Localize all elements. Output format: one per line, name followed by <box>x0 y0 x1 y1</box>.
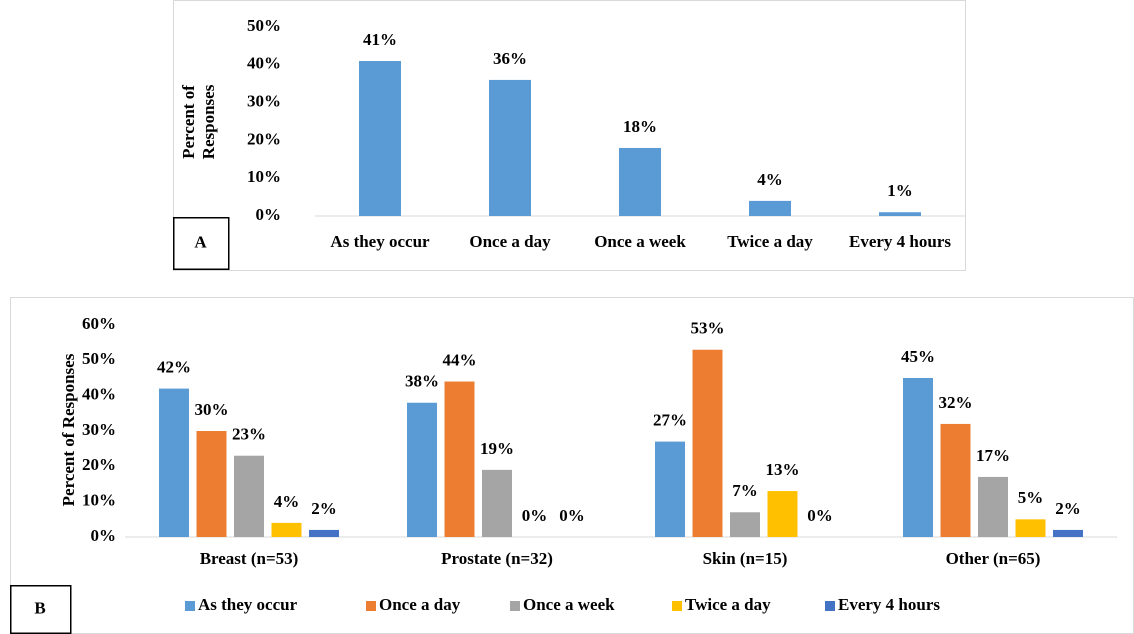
y-tick-label: 30% <box>82 420 116 439</box>
y-axis-title: Responses <box>199 84 218 159</box>
bar <box>159 388 189 537</box>
data-label: 0% <box>807 506 833 525</box>
bar <box>879 212 921 216</box>
y-tick-label: 0% <box>256 205 282 224</box>
bar <box>767 491 798 537</box>
legend-label: Twice a day <box>685 595 771 614</box>
bar <box>196 431 227 537</box>
data-label: 27% <box>653 411 687 430</box>
data-label: 19% <box>480 439 514 458</box>
y-tick-label: 20% <box>82 455 116 474</box>
legend-label: As they occur <box>198 595 298 614</box>
x-tick-label: Other (n=65) <box>946 549 1041 568</box>
panel-box <box>10 585 72 634</box>
bar <box>359 61 401 216</box>
y-tick-label: 60% <box>82 314 116 333</box>
bar <box>978 476 1008 537</box>
data-label: 42% <box>157 358 191 377</box>
data-label: 1% <box>887 181 913 200</box>
data-label: 30% <box>195 400 229 419</box>
bar <box>655 441 685 537</box>
bar <box>749 200 791 216</box>
y-tick-label: 20% <box>247 129 281 148</box>
data-label: 0% <box>559 506 585 525</box>
data-label: 38% <box>405 372 439 391</box>
data-label: 18% <box>623 117 657 136</box>
y-axis-title: Percent of <box>179 85 198 159</box>
y-tick-label: 10% <box>247 167 281 186</box>
data-label: 17% <box>976 446 1010 465</box>
x-tick-label: Breast (n=53) <box>200 549 299 568</box>
legend-label: Every 4 hours <box>838 595 940 614</box>
legend-swatch <box>185 601 195 611</box>
data-label: 44% <box>443 350 477 369</box>
bar <box>482 469 512 537</box>
y-tick-label: 40% <box>82 385 116 404</box>
x-tick-label: Prostate (n=32) <box>441 549 553 568</box>
legend-swatch <box>366 601 376 611</box>
x-tick-label: Once a week <box>594 232 686 251</box>
y-tick-label: 10% <box>82 491 116 510</box>
frame-a <box>173 0 966 271</box>
y-tick-label: 40% <box>247 54 281 73</box>
panel-label: A <box>194 232 207 251</box>
x-tick-label: Skin (n=15) <box>703 549 788 568</box>
y-axis-title: Percent of Responses <box>59 353 78 506</box>
bar <box>407 402 437 537</box>
data-label: 7% <box>732 481 758 500</box>
x-tick-label: As they occur <box>330 232 430 251</box>
data-label: 23% <box>232 425 266 444</box>
y-tick-label: 30% <box>247 92 281 111</box>
bar <box>1053 529 1083 537</box>
bar <box>940 423 971 537</box>
data-label: 2% <box>1055 499 1081 518</box>
data-label: 32% <box>939 393 973 412</box>
data-label: 2% <box>311 499 337 518</box>
x-tick-label: Once a day <box>469 232 551 251</box>
data-label: 53% <box>691 319 725 338</box>
x-tick-label: Every 4 hours <box>849 232 951 251</box>
bar <box>234 455 264 537</box>
bar <box>271 522 302 537</box>
legend-swatch <box>825 601 835 611</box>
data-label: 4% <box>757 170 783 189</box>
bar <box>444 381 475 537</box>
bar <box>309 529 339 537</box>
panel-box <box>173 217 230 270</box>
y-tick-label: 50% <box>82 349 116 368</box>
panel-label: B <box>34 598 45 617</box>
legend-swatch <box>510 601 520 611</box>
data-label: 4% <box>274 492 300 511</box>
bar <box>1015 519 1046 537</box>
y-tick-label: 50% <box>247 16 281 35</box>
bar <box>692 349 723 537</box>
data-label: 0% <box>522 506 548 525</box>
data-label: 45% <box>901 347 935 366</box>
legend-label: Once a week <box>523 595 615 614</box>
legend-label: Once a day <box>379 595 461 614</box>
bar <box>730 512 760 537</box>
bar <box>903 378 933 537</box>
data-label: 36% <box>493 49 527 68</box>
legend-swatch <box>672 601 682 611</box>
data-label: 13% <box>766 460 800 479</box>
data-label: 41% <box>363 30 397 49</box>
bar <box>619 147 661 216</box>
data-label: 5% <box>1018 488 1044 507</box>
bar <box>489 79 531 216</box>
x-tick-label: Twice a day <box>727 232 813 251</box>
y-tick-label: 0% <box>91 526 117 545</box>
